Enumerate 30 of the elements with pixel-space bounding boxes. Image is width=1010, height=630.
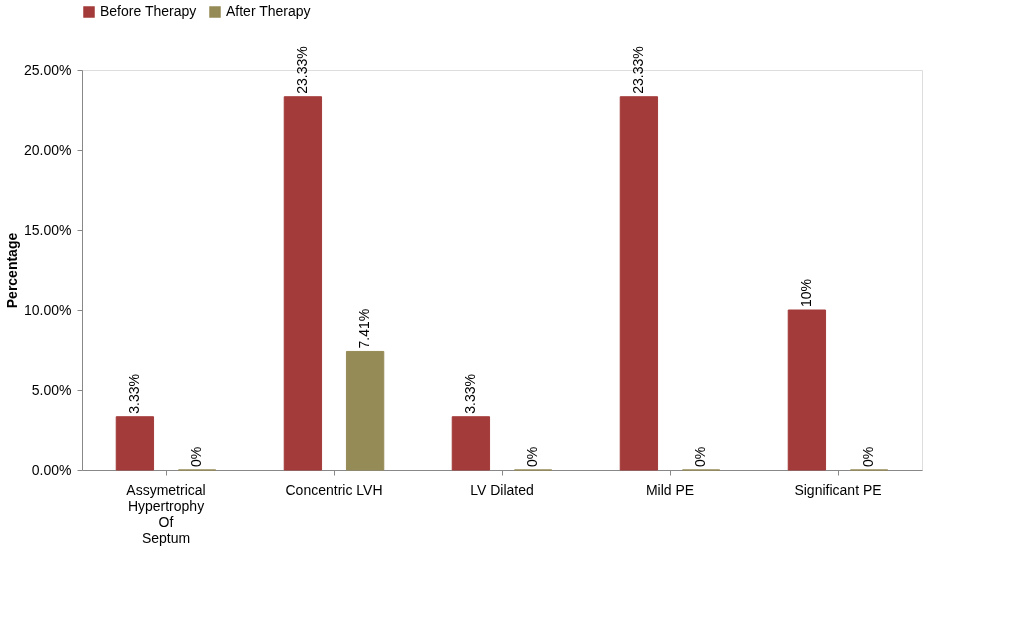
y-tick-label: 10.00%: [24, 301, 72, 318]
bar: [619, 96, 659, 471]
bar: [115, 416, 155, 471]
y-tick-label: 20.00%: [24, 141, 72, 158]
data-label: 0%: [188, 446, 205, 467]
x-tick-label: Assymetrical Hypertrophy Of Septum: [126, 481, 206, 546]
legend-label: After Therapy: [226, 3, 311, 19]
y-tick-label: 0.00%: [31, 461, 72, 478]
bar: [283, 96, 323, 471]
x-tick-label: Concentric LVH: [285, 481, 383, 498]
x-tick-label: LV Dilated: [470, 481, 534, 498]
data-label: 7.41%: [356, 308, 373, 349]
data-label: 3.33%: [461, 374, 478, 414]
y-tick-label: 25.00%: [24, 61, 72, 78]
data-label: 23.33%: [629, 46, 646, 94]
y-tick-label: 15.00%: [24, 221, 72, 238]
y-axis-title: Percentage: [4, 232, 21, 309]
x-tick-label: Mild PE: [645, 481, 695, 498]
bar: [787, 309, 827, 471]
bar: [451, 416, 491, 471]
data-label: 0%: [860, 446, 877, 467]
data-label: 10%: [797, 278, 814, 307]
bar: [345, 350, 385, 471]
data-label: 3.33%: [125, 374, 142, 414]
legend-label: Before Therapy: [100, 3, 197, 19]
data-label: 0%: [524, 446, 541, 467]
x-tick-label: Significant PE: [794, 481, 882, 498]
data-label: 0%: [692, 446, 709, 467]
y-tick-label: 5.00%: [31, 381, 72, 398]
data-label: 23.33%: [293, 46, 310, 94]
